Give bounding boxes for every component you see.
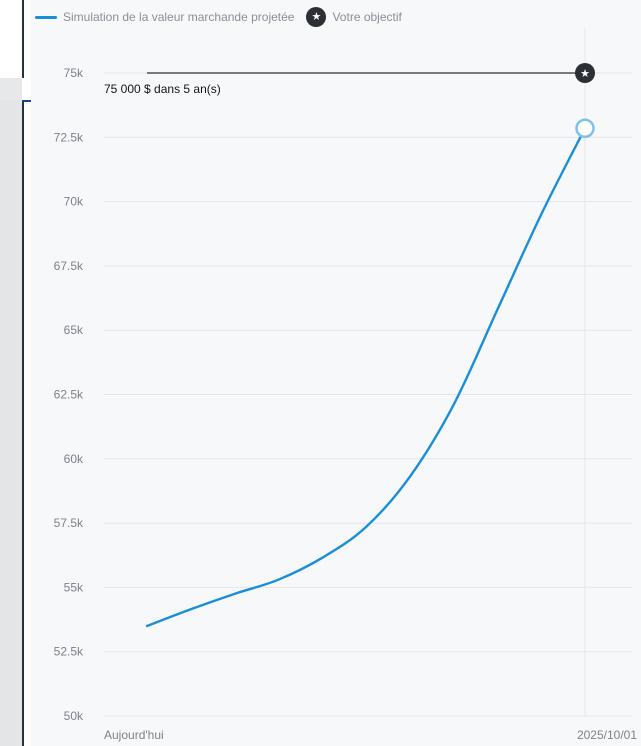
y-tick-label: 60k <box>64 452 84 466</box>
x-tick-label: Aujourd'hui <box>104 728 164 742</box>
goal-legend-label: Votre objectif <box>332 10 402 24</box>
y-tick-label: 67.5k <box>54 259 84 273</box>
series-legend-label: Simulation de la valeur marchande projet… <box>63 10 295 24</box>
series-line <box>145 127 587 628</box>
y-tick-label: 65k <box>64 323 84 337</box>
star-icon: ★ <box>306 7 327 27</box>
y-tick-label: 75k <box>64 66 84 80</box>
chart-legend: Simulation de la valeur marchande projet… <box>35 6 402 28</box>
accent-rule <box>22 100 31 102</box>
y-tick-label: 72.5k <box>54 130 84 144</box>
left-page-top <box>0 0 24 78</box>
x-tick-label: 2025/10/01 <box>577 728 637 742</box>
goal-label: 75 000 $ dans 5 an(s) <box>104 82 221 96</box>
left-page-panel <box>0 100 24 746</box>
chart-panel <box>31 0 641 746</box>
series-legend-swatch <box>35 15 57 19</box>
series-end-point <box>575 118 595 139</box>
y-tick-label: 62.5k <box>54 388 84 402</box>
y-tick-label: 52.5k <box>54 645 84 659</box>
star-icon: ★ <box>580 67 590 80</box>
y-tick-label: 70k <box>64 195 84 209</box>
y-tick-label: 57.5k <box>54 516 84 530</box>
y-tick-label: 50k <box>64 709 84 723</box>
y-tick-label: 55k <box>64 580 84 594</box>
goal-marker <box>575 63 595 83</box>
